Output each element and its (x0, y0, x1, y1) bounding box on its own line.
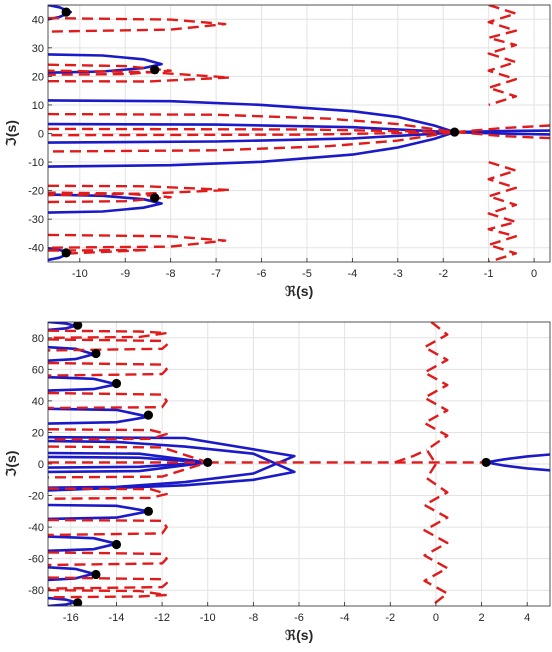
y-tick-label: -20 (28, 186, 44, 198)
y-axis-label: ℑ(s) (3, 451, 19, 478)
root-point (449, 127, 460, 137)
x-axis-label: ℜ(s) (285, 627, 314, 643)
y-tick-label: 80 (32, 333, 44, 345)
y-tick-label: -40 (28, 243, 44, 255)
dashed-locus-branch (48, 576, 168, 590)
y-tick-label: -80 (28, 585, 44, 597)
root-point (73, 598, 83, 606)
dashed-locus-branch (48, 361, 168, 377)
y-tick-label: -20 (28, 491, 44, 503)
root-point (61, 248, 71, 258)
y-tick-label: 20 (32, 71, 44, 83)
y-tick-label: 60 (32, 364, 44, 376)
solid-locus-branch (485, 461, 550, 472)
x-tick-label: 2 (478, 612, 484, 624)
x-tick-label: 0 (433, 612, 439, 624)
dashed-locus-branch (48, 191, 172, 204)
x-tick-label: -3 (393, 268, 403, 280)
dashed-locus-branch (48, 428, 168, 441)
root-point (73, 322, 83, 330)
y-tick-label: -10 (28, 157, 44, 169)
x-tick-label: -10 (200, 612, 216, 624)
x-tick-label: -16 (63, 612, 79, 624)
root-point (91, 348, 101, 359)
x-tick-label: 0 (531, 268, 537, 280)
root-point (203, 457, 213, 468)
root-point (143, 506, 153, 516)
y-tick-label: 0 (38, 459, 44, 471)
dashed-locus-branch (48, 69, 231, 83)
x-tick-label: -6 (257, 268, 267, 280)
dashed-locus-branch (48, 551, 168, 567)
x-tick-label: -14 (109, 612, 125, 624)
solid-locus-branch (48, 193, 163, 214)
x-tick-label: -1 (484, 268, 494, 280)
dashed-locus-branch (48, 63, 172, 76)
dashed-locus-branch (423, 322, 449, 465)
upper-root-locus-chart: -10 -9 -8 -7 -6 -5 -4 -3 -2 -1 0-40-30-20-10010203… (3, 4, 551, 299)
x-tick-label: -10 (72, 268, 88, 280)
dashed-locus-branch (454, 130, 550, 140)
x-tick-label: -2 (385, 612, 395, 624)
root-point (150, 193, 160, 203)
dashed-locus-branch (487, 5, 518, 107)
x-tick-label: -8 (248, 612, 258, 624)
y-tick-label: -60 (28, 554, 44, 566)
x-axis-label: ℜ(s) (285, 283, 314, 299)
dashed-locus-branch (48, 16, 227, 33)
y-tick-label: -30 (28, 214, 44, 226)
x-tick-label: -6 (294, 612, 304, 624)
root-point (61, 7, 71, 17)
dashed-locus-branch (48, 112, 456, 153)
x-tick-label: -5 (302, 268, 312, 280)
y-tick-label: 40 (32, 14, 44, 26)
x-tick-label: -8 (166, 268, 176, 280)
dashed-locus-branch (48, 127, 456, 137)
x-tick-label: -2 (438, 268, 448, 280)
x-tick-label: -9 (120, 268, 130, 280)
dashed-locus-branch (48, 487, 168, 500)
y-tick-label: 10 (32, 100, 44, 112)
solid-locus-branch (454, 130, 550, 136)
dashed-locus-branch (48, 329, 168, 339)
dashed-locus-branch (48, 338, 168, 352)
root-point (111, 378, 122, 389)
dashed-locus-branch (48, 589, 168, 599)
dashed-locus-branch (48, 391, 168, 410)
x-tick-label: -4 (340, 612, 350, 624)
dashed-locus-branch (394, 448, 428, 464)
lower-root-locus-chart: -16 -14 -12 -10 -8 -6 -4 -2 0 2 4-80-60-40-2002040… (3, 321, 551, 643)
root-point (143, 410, 153, 420)
y-tick-label: 30 (32, 43, 44, 55)
y-tick-label: -40 (28, 522, 44, 534)
dashed-locus-branch (48, 233, 227, 249)
root-point (111, 539, 122, 550)
root-point (91, 569, 101, 580)
dashed-locus-branch (423, 463, 449, 606)
dashed-locus-branch (454, 124, 550, 134)
root-point (150, 65, 160, 75)
y-axis-label: ℑ(s) (3, 120, 19, 147)
x-tick-label: -7 (211, 268, 221, 280)
root-point (481, 457, 491, 468)
dashed-locus-branch (48, 518, 168, 537)
dashed-locus-branch (487, 160, 518, 262)
x-tick-label: -4 (347, 268, 357, 280)
solid-locus-branch (485, 453, 550, 464)
x-tick-label: -12 (154, 612, 170, 624)
y-tick-label: 40 (32, 396, 44, 408)
x-tick-label: 4 (524, 612, 530, 624)
solid-locus-branch (48, 439, 296, 492)
y-tick-label: 20 (32, 427, 44, 439)
y-tick-label: 0 (38, 129, 44, 141)
